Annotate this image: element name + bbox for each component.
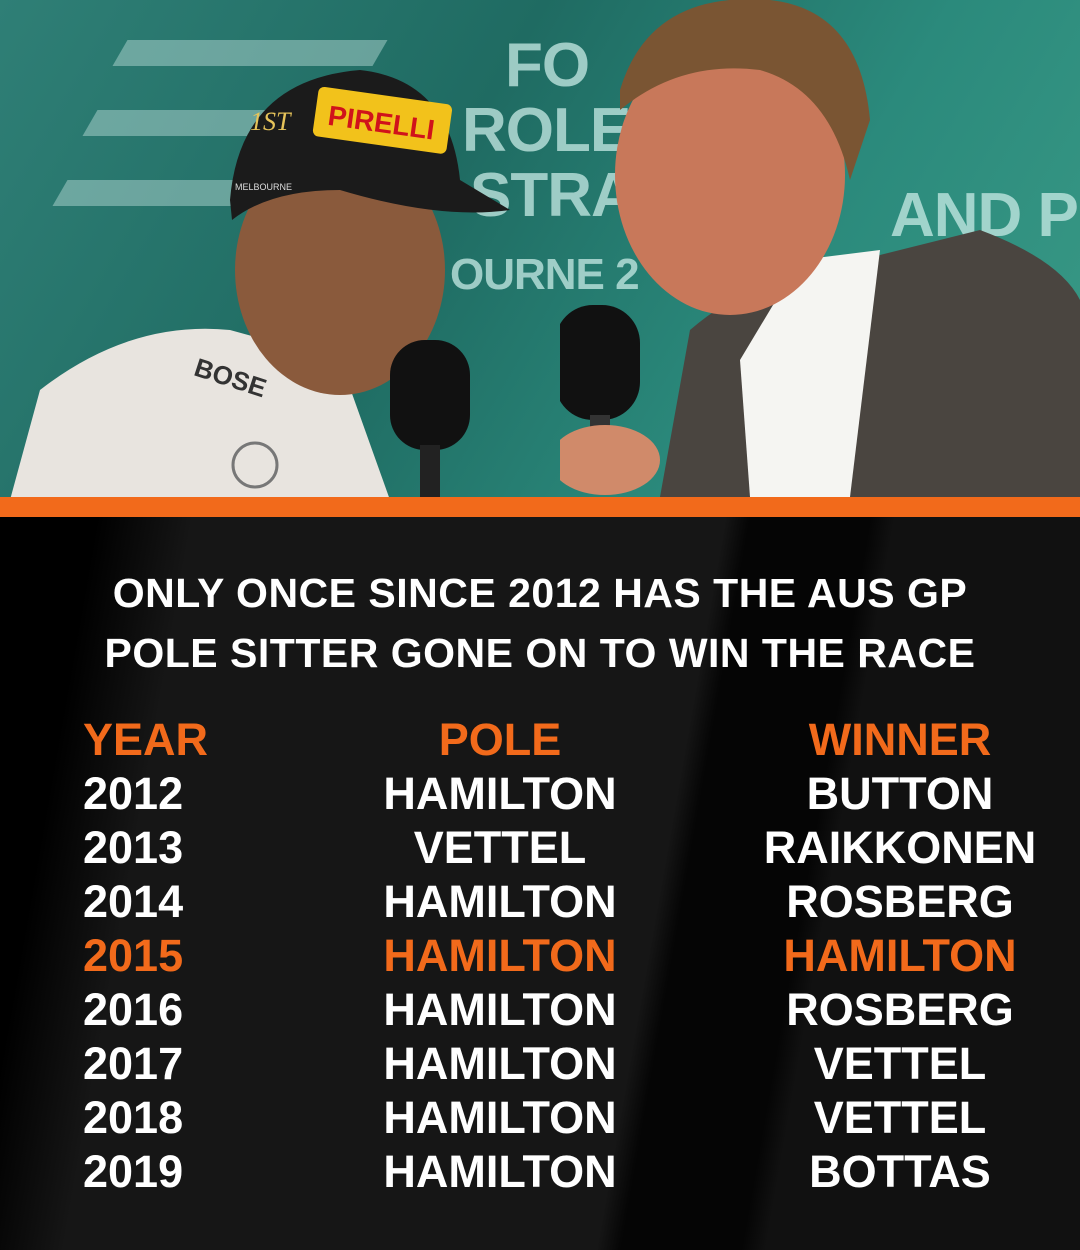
table-row: 2012 HAMILTON BUTTON	[0, 767, 1080, 821]
cell-pole: HAMILTON	[383, 1092, 617, 1143]
cell-year: 2019	[83, 1146, 184, 1197]
cell-pole: HAMILTON	[383, 768, 617, 819]
cell-pole: HAMILTON	[383, 930, 617, 981]
cell-winner: BOTTAS	[809, 1146, 991, 1197]
cell-winner: ROSBERG	[786, 876, 1014, 927]
backdrop-text: ROLE	[462, 96, 631, 165]
table-row: 2013 VETTEL RAIKKONEN	[0, 821, 1080, 875]
table-row: 2017 HAMILTON VETTEL	[0, 1037, 1080, 1091]
cell-year: 2015	[83, 930, 184, 981]
cell-winner: VETTEL	[813, 1092, 987, 1143]
interviewer-figure	[560, 0, 1080, 497]
headline-line-2: POLE SITTER GONE ON TO WIN THE RACE	[104, 630, 976, 676]
headline: ONLY ONCE SINCE 2012 HAS THE AUS GP POLE…	[0, 563, 1080, 683]
header-pole: POLE	[438, 714, 562, 765]
stats-panel-background	[0, 517, 1080, 1250]
cell-year: 2012	[83, 768, 184, 819]
driver-figure: PIRELLI 1ST MELBOURNE BOSE	[10, 70, 510, 497]
cell-year: 2016	[83, 984, 184, 1035]
cell-pole: HAMILTON	[383, 876, 617, 927]
table-row: 2014 HAMILTON ROSBERG	[0, 875, 1080, 929]
cell-year: 2013	[83, 822, 184, 873]
header-winner: WINNER	[808, 714, 992, 765]
header-year: YEAR	[83, 714, 209, 765]
accent-divider	[0, 497, 1080, 517]
cap-1st-text: 1ST	[250, 107, 292, 136]
cell-winner: RAIKKONEN	[763, 822, 1037, 873]
cell-year: 2014	[83, 876, 184, 927]
table-row-highlighted: 2015 HAMILTON HAMILTON	[0, 929, 1080, 983]
cap-location-text: MELBOURNE	[235, 182, 292, 192]
podium-photo: FO ROLE STRA AND P OURNE 2 PIRELLI 1ST M…	[0, 0, 1080, 497]
cell-winner: BUTTON	[806, 768, 994, 819]
table-header: YEAR POLE WINNER	[0, 713, 1080, 767]
cell-year: 2018	[83, 1092, 184, 1143]
backdrop-text: OURNE 2	[450, 250, 640, 299]
cell-pole: HAMILTON	[383, 984, 617, 1035]
cell-pole: VETTEL	[413, 822, 587, 873]
cell-winner: HAMILTON	[783, 930, 1017, 981]
table-row: 2016 HAMILTON ROSBERG	[0, 983, 1080, 1037]
headline-line-1: ONLY ONCE SINCE 2012 HAS THE AUS GP	[112, 570, 968, 616]
cell-winner: VETTEL	[813, 1038, 987, 1089]
cell-winner: ROSBERG	[786, 984, 1014, 1035]
backdrop-text: STRA	[470, 161, 636, 230]
table-row: 2019 HAMILTON BOTTAS	[0, 1145, 1080, 1199]
backdrop-text: FO	[505, 31, 590, 100]
cell-pole: HAMILTON	[383, 1038, 617, 1089]
cell-year: 2017	[83, 1038, 184, 1089]
table-row: 2018 HAMILTON VETTEL	[0, 1091, 1080, 1145]
cell-pole: HAMILTON	[383, 1146, 617, 1197]
